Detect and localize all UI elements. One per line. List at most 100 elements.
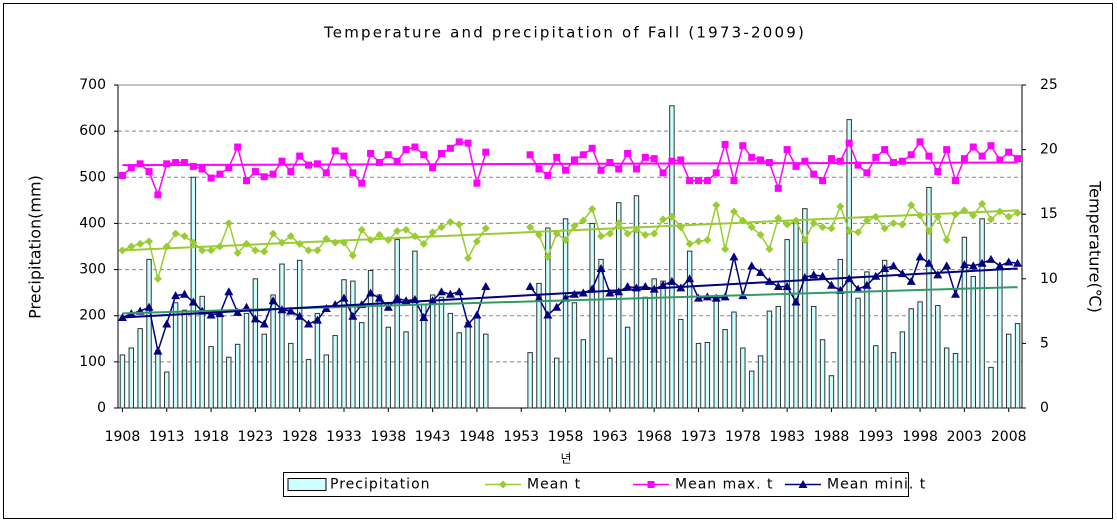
marker <box>783 146 791 154</box>
marker <box>854 161 862 169</box>
marker <box>854 228 863 237</box>
marker <box>295 311 305 320</box>
bar <box>137 328 143 409</box>
marker <box>349 169 357 177</box>
marker <box>588 205 597 214</box>
marker <box>1014 155 1022 163</box>
marker <box>987 142 995 150</box>
marker <box>1004 212 1013 221</box>
legend-items: Precipitation Mean t Mean max. t Mean mini.… <box>287 477 925 493</box>
bar <box>323 354 329 409</box>
marker <box>225 164 233 172</box>
marker <box>473 179 481 187</box>
marker <box>907 151 915 159</box>
marker <box>969 143 977 151</box>
marker <box>127 164 135 172</box>
bar <box>1014 323 1021 409</box>
marker <box>721 140 729 148</box>
y-tick-label: 600 <box>79 123 106 139</box>
bar <box>199 295 205 409</box>
bar <box>571 302 578 409</box>
x-tick-label: 1918 <box>193 429 229 445</box>
marker <box>543 310 553 319</box>
marker <box>464 139 472 147</box>
legend-label: Precipitation <box>330 477 431 493</box>
x-tick-label: 1943 <box>415 429 451 445</box>
marker <box>366 288 376 297</box>
marker <box>889 219 898 228</box>
bar <box>802 208 808 409</box>
marker <box>570 221 579 230</box>
marker <box>171 291 181 300</box>
bar <box>429 294 436 409</box>
marker <box>650 155 658 163</box>
bar <box>562 218 569 409</box>
marker <box>703 177 711 185</box>
marker <box>375 230 384 239</box>
marker <box>791 297 801 306</box>
bar <box>385 326 392 409</box>
trend-line <box>122 161 1018 167</box>
marker <box>721 245 730 254</box>
bar <box>1005 333 1012 409</box>
y-tick-label: 700 <box>79 77 106 93</box>
marker <box>393 157 401 165</box>
bar <box>465 322 471 409</box>
bar <box>793 220 799 409</box>
marker <box>969 211 978 220</box>
marker <box>535 165 543 173</box>
marker <box>189 162 197 170</box>
bar <box>580 339 587 409</box>
marker <box>792 162 800 170</box>
marker <box>712 201 721 210</box>
legend-label: Mean max. t <box>675 477 774 493</box>
marker <box>1005 148 1013 156</box>
marker <box>446 217 455 226</box>
marker <box>748 153 756 161</box>
marker <box>296 152 304 160</box>
marker <box>801 157 809 165</box>
marker <box>348 311 358 320</box>
marker <box>818 271 828 280</box>
bar <box>890 352 897 409</box>
bar <box>988 366 994 409</box>
bar <box>332 335 338 409</box>
bar <box>376 294 383 409</box>
x-tick-label: 1973 <box>681 429 717 445</box>
y-tick-label: 500 <box>79 169 106 185</box>
marker <box>959 260 969 269</box>
marker <box>224 287 234 296</box>
marker <box>729 207 738 216</box>
bar <box>633 195 640 409</box>
bar <box>208 346 214 409</box>
marker <box>862 216 871 225</box>
x-tick-label: 1958 <box>548 429 584 445</box>
marker <box>180 232 189 241</box>
bar <box>660 280 666 409</box>
marker <box>445 289 455 298</box>
bar <box>881 259 888 409</box>
chart-title: Temperature and precipitation of Fall (1… <box>323 24 806 42</box>
marker <box>686 177 694 185</box>
marker <box>614 219 623 228</box>
bar <box>181 309 188 409</box>
marker <box>1004 257 1014 266</box>
marker <box>216 170 224 178</box>
bar <box>935 305 941 409</box>
marker <box>880 224 889 233</box>
marker <box>968 261 978 270</box>
marker <box>942 261 952 270</box>
marker <box>943 146 951 154</box>
bar <box>970 275 976 409</box>
marker <box>880 263 890 272</box>
marker <box>340 152 348 160</box>
bar <box>731 311 737 409</box>
marker <box>411 143 419 151</box>
marker <box>357 225 366 234</box>
bar <box>243 312 250 409</box>
bar <box>217 310 223 409</box>
bar <box>474 315 480 409</box>
bar <box>713 299 719 409</box>
marker <box>393 226 402 235</box>
